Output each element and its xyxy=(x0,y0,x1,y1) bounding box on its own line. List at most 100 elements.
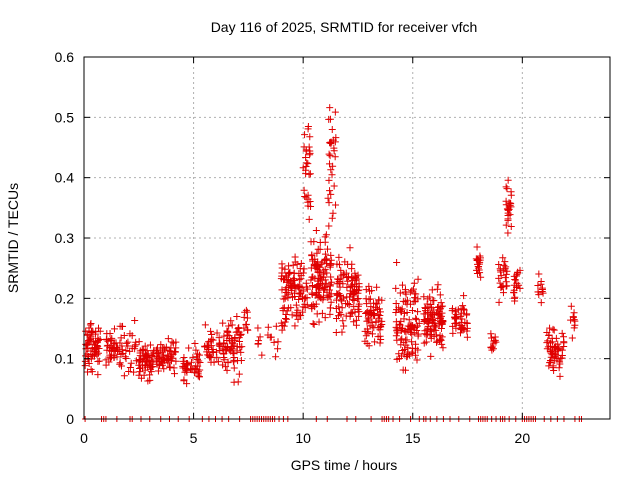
data-point xyxy=(327,190,335,198)
data-point xyxy=(495,274,503,282)
data-point xyxy=(285,269,293,277)
x-tick-label: 20 xyxy=(515,430,531,446)
data-point xyxy=(463,333,471,341)
data-point xyxy=(295,276,303,284)
data-point xyxy=(363,309,371,317)
data-point xyxy=(448,307,456,315)
data-point xyxy=(372,318,380,326)
data-point xyxy=(85,355,93,363)
data-point xyxy=(363,300,371,308)
data-point xyxy=(123,339,131,347)
data-point xyxy=(403,300,411,308)
data-point xyxy=(476,254,484,262)
data-point xyxy=(165,347,173,355)
data-point xyxy=(205,352,213,360)
data-point xyxy=(504,176,512,184)
data-point xyxy=(401,346,409,354)
data-point xyxy=(398,335,406,343)
data-point xyxy=(570,324,578,332)
data-point xyxy=(376,322,384,330)
data-point xyxy=(365,342,373,350)
data-point xyxy=(331,153,339,161)
data-point xyxy=(214,358,222,366)
data-point xyxy=(117,350,125,358)
data-point xyxy=(439,302,447,310)
data-point xyxy=(474,264,482,272)
data-point xyxy=(496,265,504,273)
data-point xyxy=(122,347,130,355)
data-point xyxy=(141,361,149,369)
data-point xyxy=(408,287,416,295)
data-point xyxy=(414,346,422,354)
data-point xyxy=(224,328,232,336)
data-point xyxy=(395,320,403,328)
data-point xyxy=(371,338,379,346)
data-point xyxy=(114,344,122,352)
data-point xyxy=(278,272,286,280)
data-point xyxy=(369,306,377,314)
data-point xyxy=(310,238,318,246)
data-point xyxy=(255,337,263,345)
data-point xyxy=(305,170,313,178)
data-point xyxy=(458,315,466,323)
data-point xyxy=(507,191,515,199)
data-point xyxy=(433,338,441,346)
data-point xyxy=(487,330,495,338)
data-point xyxy=(81,362,89,370)
data-point xyxy=(130,368,138,376)
data-point xyxy=(237,356,245,364)
data-point xyxy=(118,342,126,350)
data-point xyxy=(330,182,338,190)
data-point xyxy=(367,311,375,319)
data-point xyxy=(338,328,346,336)
data-point xyxy=(364,329,372,337)
data-point xyxy=(323,255,331,263)
data-point xyxy=(497,283,505,291)
data-point xyxy=(342,312,350,320)
data-point xyxy=(302,170,310,178)
data-point xyxy=(336,308,344,316)
data-point xyxy=(449,329,457,337)
data-point xyxy=(126,363,134,371)
data-point xyxy=(453,313,461,321)
data-point xyxy=(353,275,361,283)
data-point xyxy=(412,316,420,324)
data-point xyxy=(571,317,579,325)
data-point xyxy=(339,317,347,325)
data-point xyxy=(492,338,500,346)
data-point xyxy=(346,293,354,301)
data-point xyxy=(164,352,172,360)
data-point xyxy=(307,203,315,211)
data-point xyxy=(325,176,333,184)
data-point xyxy=(94,334,102,342)
data-point xyxy=(430,297,438,305)
data-point xyxy=(223,327,231,335)
data-point xyxy=(299,269,307,277)
data-point xyxy=(460,292,468,300)
data-point xyxy=(512,272,520,280)
data-point xyxy=(338,271,346,279)
data-point xyxy=(272,353,280,361)
data-point xyxy=(331,108,339,116)
data-point xyxy=(502,221,510,229)
data-point xyxy=(335,253,343,261)
data-point xyxy=(243,308,251,316)
data-point xyxy=(512,276,520,284)
data-point xyxy=(365,282,373,290)
data-point xyxy=(162,343,170,351)
data-point xyxy=(502,183,510,191)
data-point xyxy=(182,360,190,368)
data-point xyxy=(283,315,291,323)
data-point xyxy=(345,301,353,309)
data-point xyxy=(570,309,578,317)
data-point xyxy=(94,371,102,379)
data-point xyxy=(290,275,298,283)
data-point xyxy=(402,328,410,336)
data-point xyxy=(135,371,143,379)
data-point xyxy=(346,287,354,295)
data-point xyxy=(192,346,200,354)
data-point xyxy=(228,339,236,347)
data-point xyxy=(146,341,154,349)
data-point xyxy=(568,334,576,342)
data-point xyxy=(313,249,321,257)
